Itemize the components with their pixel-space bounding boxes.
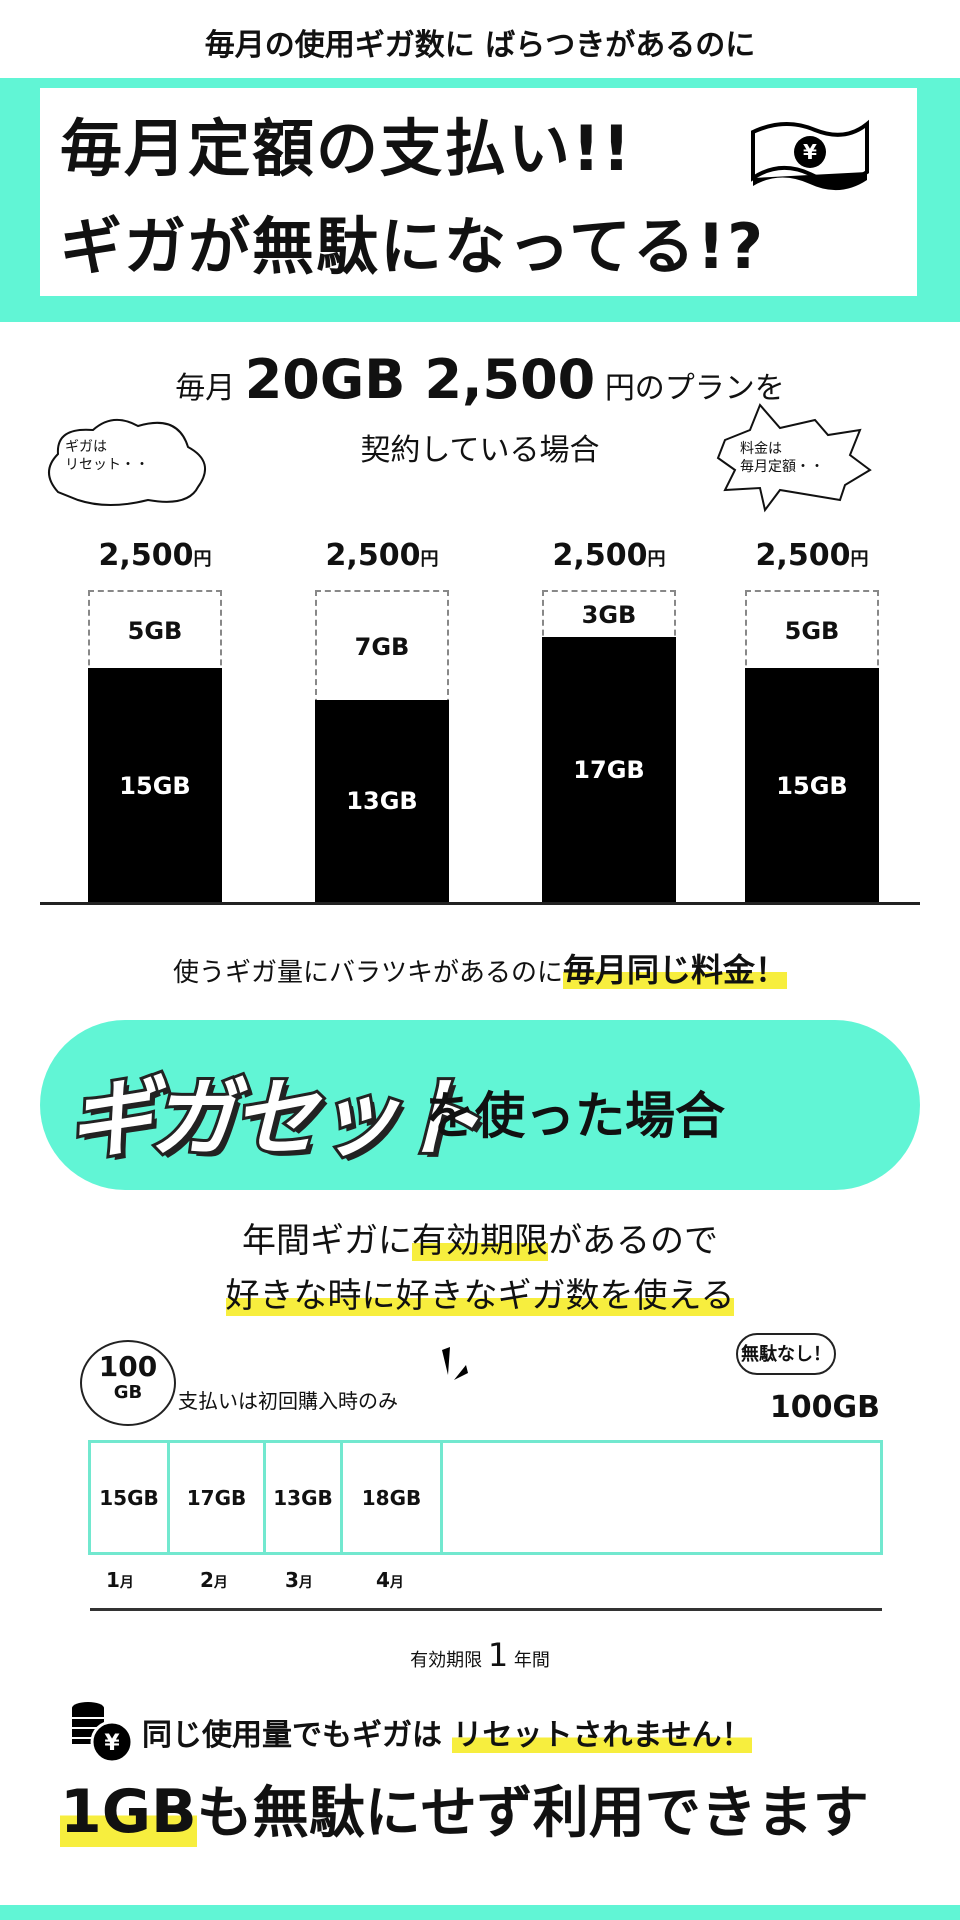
subtitle: 毎月の使用ギガ数に ばらつきがあるのに — [204, 28, 756, 63]
expiry-label: 有効期限 1 年間 — [0, 1636, 960, 1674]
bubble-right-text: 料金は 毎月定額・・ — [740, 441, 824, 475]
gigaset-banner: ギガセット を使った場合 — [40, 1020, 920, 1190]
title-line1: 毎月定額の支払い!! — [60, 112, 633, 185]
caption: 使うギガ量にバラツキがあるのに毎月同じ料金！ — [0, 945, 960, 991]
emphasis-marks-icon — [442, 1347, 468, 1380]
footer-line2: 1GBも無駄にせず利用できます — [60, 1768, 869, 1849]
title-line2: ギガが無駄になってる!? — [60, 210, 766, 283]
desc-line2: 好きな時に好きなギガ数を使える — [0, 1268, 960, 1317]
annual-total: 100GB — [769, 1390, 880, 1425]
spiky-bubble-right — [716, 403, 872, 513]
title-box: 毎月定額の支払い!! ギガが無駄になってる!? ¥ — [40, 88, 917, 296]
plan-prefix: 毎月 — [175, 371, 236, 406]
bar-unused-label: 3GB — [581, 601, 637, 630]
plan-line1: 毎月 20GB 2,500 円のプランを — [0, 350, 960, 419]
cloud-bubble-left — [48, 419, 207, 506]
month-num: 1 — [106, 1568, 120, 1592]
bar-price-label: 2,500円 — [552, 538, 666, 573]
caption-plain: 使うギガ量にバラツキがあるのに — [172, 958, 563, 988]
plan-line2: 契約している場合 — [360, 433, 600, 468]
expiry-text: 年間 — [513, 1650, 550, 1671]
month-num: 4 — [376, 1568, 390, 1592]
monthly-usage-chart: 5GB 15GB 2,500円 7GB 13GB 2,500円 3GB 17GB 2,500円 5… — [0, 0, 960, 920]
month-unit: 月 — [213, 1575, 228, 1591]
desc-highlight: 好きな時に好きなギガ数を使える — [225, 1276, 735, 1316]
month-label: 4月 — [376, 1568, 404, 1592]
bar-price-label: 2,500円 — [325, 538, 439, 573]
circle-num: 100 — [98, 1350, 158, 1383]
usage-cell: 15GB — [88, 1440, 170, 1555]
plan-price: 2,500 — [424, 348, 596, 411]
bar-used: 13GB — [315, 699, 449, 903]
bar-price-label: 2,500円 — [755, 538, 869, 573]
desc-highlight: 有効期限 — [412, 1221, 548, 1261]
total-circle: 100 GB — [80, 1340, 176, 1426]
period-line — [90, 1608, 882, 1611]
month-unit: 月 — [119, 1575, 134, 1591]
month-num: 3 — [285, 1568, 299, 1592]
month-unit: 月 — [298, 1575, 313, 1591]
yen-banknote-icon: ¥ — [751, 119, 869, 191]
payment-note: 支払いは初回購入時のみ — [178, 1389, 398, 1413]
circle-unit: GB — [113, 1382, 143, 1403]
no-waste-badge: 無駄なし！ — [736, 1333, 836, 1375]
month-unit: 月 — [389, 1575, 404, 1591]
month-label: 1月 — [106, 1568, 134, 1592]
expiry-text: 有効期限 — [410, 1650, 483, 1671]
month-label: 3月 — [285, 1568, 313, 1592]
footer-highlight: リセットされません！ — [452, 1718, 752, 1753]
bar-plan-total: 3GB 17GB — [542, 590, 676, 903]
svg-text:¥: ¥ — [104, 1731, 120, 1756]
plan-suffix: 円のプランを — [604, 371, 785, 406]
bar-used: 15GB — [88, 668, 222, 903]
footer-text: も無駄にせず利用できます — [196, 1781, 869, 1846]
chart-baseline — [40, 902, 920, 905]
expiry-num: 1 — [487, 1636, 509, 1674]
bar-plan-total: 7GB 13GB — [315, 590, 449, 903]
gigaset-logo: ギガセット — [65, 1066, 485, 1172]
bar-used: 17GB — [542, 636, 676, 903]
bar-unused-label: 5GB — [127, 617, 183, 646]
month-num: 2 — [200, 1568, 214, 1592]
bar-unused-label: 7GB — [354, 632, 410, 661]
bar-plan-total: 5GB 15GB — [745, 590, 879, 903]
bottom-strip — [0, 1905, 960, 1920]
remaining-cell — [440, 1440, 883, 1555]
caption-highlight: 毎月同じ料金！ — [563, 951, 788, 989]
bar-price-label: 2,500円 — [98, 538, 212, 573]
usage-cell: 13GB — [263, 1440, 343, 1555]
desc-line1: 年間ギガに有効期限があるので — [0, 1213, 960, 1262]
bar-plan-total: 5GB 15GB — [88, 590, 222, 903]
desc-text: 年間ギガに — [242, 1221, 412, 1261]
footer-line1: 同じ使用量でもギガは リセットされません！ — [142, 1710, 752, 1754]
usage-cell: 18GB — [340, 1440, 443, 1555]
yen-coins-icon: ¥ — [72, 1702, 134, 1764]
footer-highlight: 1GB — [60, 1777, 197, 1847]
usage-cell: 17GB — [167, 1440, 266, 1555]
svg-text:¥: ¥ — [803, 140, 817, 164]
desc-text: があるので — [548, 1221, 718, 1261]
bar-unused-label: 5GB — [784, 617, 840, 646]
bubble-left-text: ギガは リセット・・ — [65, 439, 149, 473]
month-label: 2月 — [200, 1568, 228, 1592]
gigaset-suffix: を使った場合 — [425, 1087, 725, 1145]
plan-gb: 20GB — [244, 348, 406, 411]
footer-text: 同じ使用量でもギガは — [142, 1718, 442, 1753]
bar-used: 15GB — [745, 668, 879, 903]
